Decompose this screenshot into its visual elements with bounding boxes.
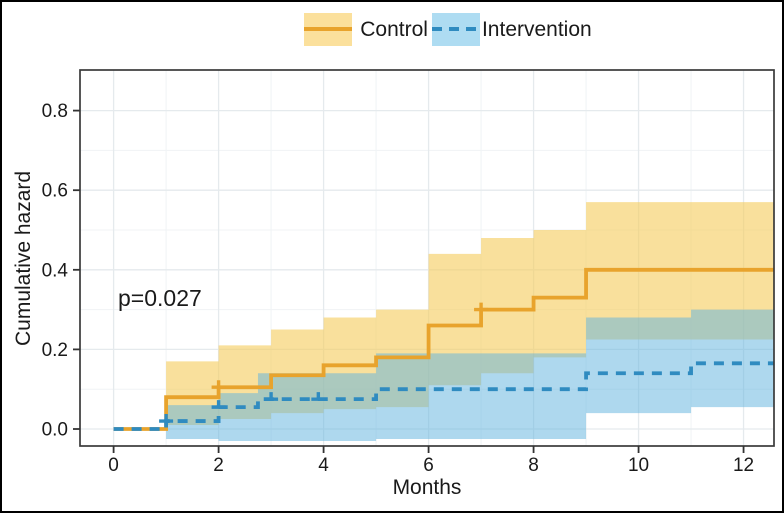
p-value-annotation: p=0.027 [118,285,202,311]
y-tick-labels: 0.0 0.2 0.4 0.6 0.8 [42,101,69,440]
censor-marks [159,302,489,423]
intervention-confidence-band [166,309,774,441]
intervention-censor-plus-icon [311,392,326,401]
control-key-icon [304,12,353,46]
intervention-line-sample-icon [431,27,480,31]
x-axis-title: Months [392,476,462,499]
hazard-curves [113,267,774,431]
legend: Control Intervention [2,11,782,47]
svg-text:0.0: 0.0 [42,420,68,441]
y-axis-title: Cumulative hazard [12,170,35,346]
x-tick-labels: 0 2 4 6 8 10 12 [108,455,754,476]
intervention-censor-plus-icon [159,414,174,423]
intervention-censor-plus-icon [264,392,279,401]
svg-text:6: 6 [423,455,434,476]
svg-text:0.8: 0.8 [42,101,68,122]
svg-text:4: 4 [318,455,329,476]
control-line-sample-icon [304,27,353,31]
legend-label-intervention: Intervention [481,17,592,41]
control-censor-plus-icon [211,380,226,389]
svg-text:2: 2 [213,455,224,476]
svg-text:0.2: 0.2 [42,340,68,361]
intervention-key-icon [431,12,480,46]
svg-text:0: 0 [108,455,119,476]
axis-tick-marks [73,109,745,453]
svg-text:0.6: 0.6 [42,181,68,202]
control-curve [113,267,774,431]
control-confidence-band [166,202,774,426]
legend-item-intervention: Intervention [431,12,592,46]
legend-item-control: Control [304,12,432,46]
svg-text:8: 8 [528,455,539,476]
control-censor-plus-icon [474,302,489,312]
legend-label-control: Control [360,17,428,41]
confidence-bands [166,202,774,441]
panel-border [79,69,775,447]
intervention-censor-plus-icon [211,400,226,409]
svg-text:10: 10 [628,455,649,476]
svg-text:0.4: 0.4 [42,260,69,281]
svg-text:12: 12 [733,455,754,476]
intervention-curve [113,361,774,431]
